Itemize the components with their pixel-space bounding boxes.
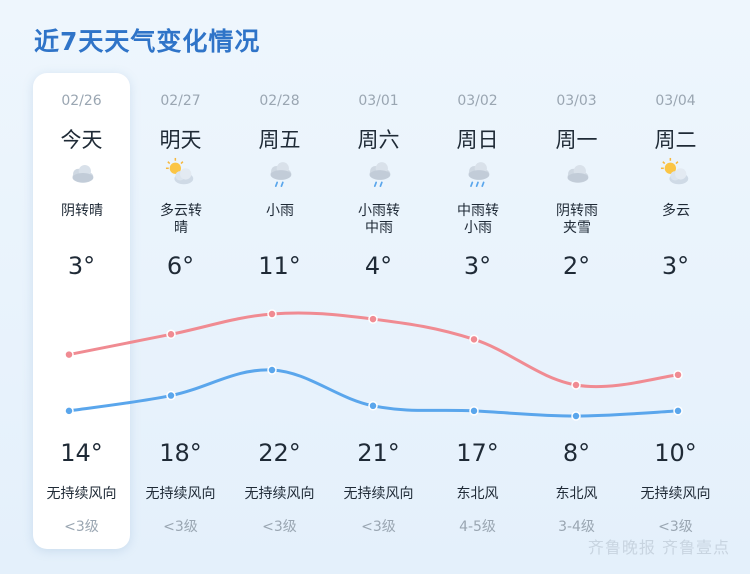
condition-line-2: 中雨 <box>365 220 393 236</box>
red-series-point <box>469 334 479 345</box>
temperature-top-label: 4° <box>364 252 393 280</box>
wind-direction: 无持续风向 <box>46 486 117 502</box>
day-date: 02/27 <box>160 93 201 109</box>
wind-level: <3级 <box>64 519 99 535</box>
day-column: 02/28 周五小雨 11° 22° 无持续风向 <3级 <box>230 0 329 574</box>
wind-level: 3-4级 <box>558 519 595 535</box>
temperature-top-label: 11° <box>258 252 301 280</box>
day-date: 03/02 <box>457 93 498 109</box>
light-rain-icon <box>264 157 296 189</box>
weather-condition: 阴转晴 <box>44 203 120 220</box>
temperature-bottom-label: 14° <box>60 439 103 467</box>
red-series-point <box>166 329 176 340</box>
day-name: 周一 <box>555 128 598 152</box>
red-series-point <box>267 309 277 319</box>
day-column: 02/26 今天阴转晴 3° 14° 无持续风向 <3级 <box>32 0 131 574</box>
day-name: 周日 <box>456 128 499 152</box>
wind-level: <3级 <box>658 519 693 535</box>
page-title: 近7天天气变化情况 <box>34 27 261 56</box>
temperature-top-label: 2° <box>562 252 591 280</box>
day-date: 03/03 <box>556 93 597 109</box>
blue-series-point <box>368 401 378 411</box>
condition-line-1: 多云转 <box>160 203 202 219</box>
today-highlight-card <box>33 73 130 549</box>
weather-condition: 小雨转 中雨 <box>341 203 417 237</box>
partly-cloudy-icon <box>165 157 197 189</box>
watermark: 齐鲁晚报 齐鲁壹点 <box>587 538 730 557</box>
weather-condition: 阴转雨 夹雪 <box>539 203 615 237</box>
wind-level: <3级 <box>361 519 396 535</box>
temperature-top-label: 3° <box>463 252 492 280</box>
cloudy-icon <box>561 157 593 189</box>
wind-level: <3级 <box>163 519 198 535</box>
temperature-bottom-label: 17° <box>456 439 499 467</box>
temperature-bottom-label: 18° <box>159 439 202 467</box>
temperature-top-label: 3° <box>67 252 96 280</box>
temperature-bottom-label: 10° <box>654 439 697 467</box>
day-column: 03/04 周二多云 3° 10° 无持续风向 <3级 <box>626 0 725 574</box>
blue-series-point <box>469 406 479 416</box>
day-name: 明天 <box>159 128 202 152</box>
condition-line-1: 阴转雨 <box>556 203 598 219</box>
temperature-bottom-label: 21° <box>357 439 400 467</box>
wind-level: 4-5级 <box>459 519 496 535</box>
condition-line-2: 小雨 <box>464 220 492 236</box>
blue-series-point <box>267 365 277 375</box>
wind-direction: 无持续风向 <box>640 486 711 502</box>
weather-condition: 多云转晴 <box>143 203 219 237</box>
red-series-point <box>64 349 74 360</box>
blue-series-point <box>673 406 683 416</box>
day-name: 周五 <box>258 128 301 152</box>
condition-line-1: 小雨 <box>266 203 294 219</box>
condition-line-1: 小雨转 <box>358 203 400 219</box>
temperature-bottom-label: 8° <box>562 439 591 467</box>
day-date: 02/26 <box>61 93 102 109</box>
moderate-rain-icon <box>462 157 494 189</box>
day-column: 02/27 明天多云转晴 6° 18° 无持续风向 <3级 <box>131 0 230 574</box>
wind-direction: 无持续风向 <box>343 486 414 502</box>
wind-direction: 东北风 <box>456 486 499 502</box>
red-series-line <box>67 311 680 389</box>
condition-line-1: 阴转晴 <box>61 203 103 219</box>
red-series-point <box>368 314 378 324</box>
condition-line-2: 夹雪 <box>563 220 591 236</box>
temperature-bottom-label: 22° <box>258 439 301 467</box>
temperature-top-label: 6° <box>166 252 195 280</box>
wind-direction: 东北风 <box>555 486 598 502</box>
cloudy-icon <box>66 157 98 189</box>
day-date: 03/01 <box>358 93 399 109</box>
condition-line-1: 中雨转 <box>457 203 499 219</box>
weather-condition: 小雨 <box>242 203 318 220</box>
blue-series-point <box>571 411 581 421</box>
wind-direction: 无持续风向 <box>244 486 315 502</box>
blue-series-point <box>64 406 74 416</box>
day-column: 03/02 周日中雨转 小雨 3° 17° 东北风 4-5级 <box>428 0 527 574</box>
day-name: 周二 <box>654 128 697 152</box>
condition-line-2: 晴 <box>174 220 188 236</box>
weather-condition: 多云 <box>638 203 714 220</box>
day-column: 03/03 周一阴转雨 夹雪 2° 8° 东北风 3-4级 <box>527 0 626 574</box>
red-series-point <box>673 370 683 380</box>
day-column: 03/01 周六小雨转 中雨 4° 21° 无持续风向 <3级 <box>329 0 428 574</box>
blue-series-point <box>166 390 176 401</box>
day-name: 今天 <box>60 128 103 152</box>
day-date: 03/04 <box>655 93 696 109</box>
day-date: 02/28 <box>259 93 300 109</box>
weather-condition: 中雨转 小雨 <box>440 203 516 237</box>
day-name: 周六 <box>357 128 400 152</box>
light-rain-icon <box>363 157 395 189</box>
wind-direction: 无持续风向 <box>145 486 216 502</box>
red-series-point <box>571 380 581 390</box>
partly-cloudy-icon <box>660 157 692 189</box>
temperature-top-label: 3° <box>661 252 690 280</box>
wind-level: <3级 <box>262 519 297 535</box>
condition-line-1: 多云 <box>662 203 690 219</box>
